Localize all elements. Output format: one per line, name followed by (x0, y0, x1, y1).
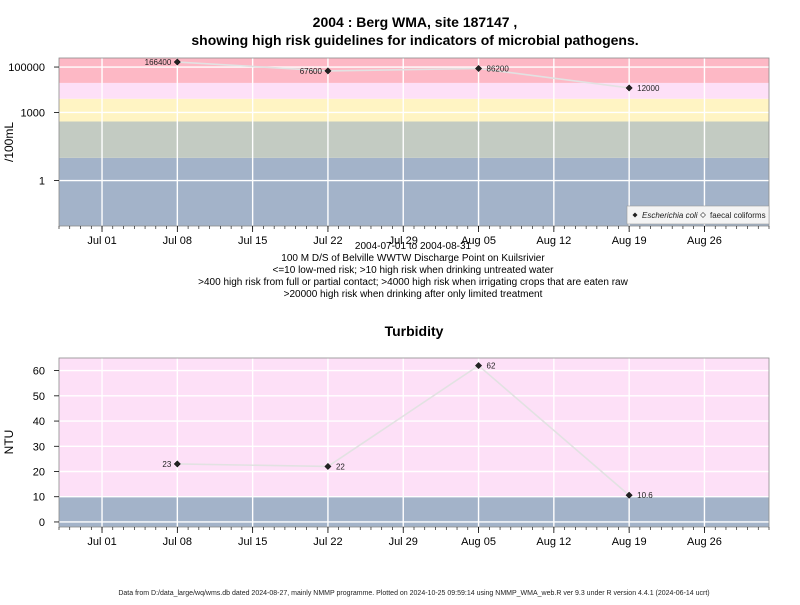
chart2-data-label: 10.6 (637, 491, 653, 500)
chart2-xtick-label: Jul 15 (238, 536, 267, 548)
chart1-series-line (177, 61, 630, 89)
chart2-ytick-label: 60 (33, 366, 45, 378)
chart2-data-point (625, 491, 633, 499)
chart1-legend-fc-marker (700, 212, 706, 218)
chart1-xtick-label: Jul 01 (87, 235, 116, 247)
chart2-ytick-label: 40 (33, 416, 45, 428)
chart2-data-label: 22 (336, 462, 345, 471)
chart1-xtick-label: Jul 29 (389, 235, 418, 247)
chart1-subtitle: showing high risk guidelines for indicat… (191, 32, 638, 48)
chart2-xtick-label: Jul 22 (313, 536, 342, 548)
chart2-data-label: 23 (162, 460, 171, 469)
chart1-data-point (625, 84, 633, 92)
chart1-caption-3: <=10 low-med risk; >10 high risk when dr… (273, 265, 555, 276)
chart1-title: 2004 : Berg WMA, site 187147 , (313, 14, 518, 30)
chart1-caption-5: >20000 high risk when drinking after onl… (284, 289, 543, 300)
chart2-xtick-label: Jul 29 (389, 536, 418, 548)
chart2-series-line (177, 364, 630, 496)
chart1-xtick-label: Aug 05 (461, 235, 496, 247)
chart2-data-point (173, 460, 181, 468)
chart2-ytick-label: 10 (33, 492, 45, 504)
chart2-xtick-label: Jul 01 (87, 536, 116, 548)
chart1-ytick-label: 100000 (8, 62, 45, 74)
chart2-xtick-label: Aug 05 (461, 536, 496, 548)
chart1-caption-1: 2004-07-01 to 2004-08-31 (355, 241, 472, 252)
chart1-legend-ecoli-marker (632, 212, 638, 218)
chart1-risk-band (59, 121, 769, 158)
chart2-title: Turbidity (385, 323, 444, 339)
chart2-xtick-label: Jul 08 (163, 536, 192, 548)
chart1-data-label: 67600 (300, 67, 323, 76)
chart1-xtick-label: Jul 15 (238, 235, 267, 247)
chart1-xtick-label: Aug 19 (612, 235, 647, 247)
chart1-risk-band (59, 82, 769, 99)
chart1-legend-fc-label: faecal coliforms (710, 211, 766, 220)
chart1-legend-ecoli-label: Escherichia coli (642, 211, 698, 220)
chart2-ytick-label: 30 (33, 441, 45, 453)
footer-note: Data from D:/data_large/wq/wms.db dated … (118, 590, 709, 597)
chart1-xtick-label: Aug 12 (536, 235, 571, 247)
chart2-data-label: 62 (487, 362, 496, 371)
chart1-data-label: 166400 (145, 58, 172, 67)
chart1-xtick-label: Jul 22 (313, 235, 342, 247)
chart2-ytick-label: 0 (39, 517, 45, 529)
chart1-xtick-label: Aug 26 (687, 235, 722, 247)
chart2-ytick-label: 50 (33, 391, 45, 403)
chart1-xtick-label: Jul 08 (163, 235, 192, 247)
chart2-ylabel: NTU (2, 430, 16, 455)
chart1-caption-2: 100 M D/S of Belville WWTW Discharge Poi… (281, 253, 545, 264)
chart1-ylabel: /100mL (2, 122, 16, 162)
chart2-data-point (324, 462, 332, 471)
chart2-xtick-label: Aug 26 (687, 536, 722, 548)
chart2-xtick-label: Aug 19 (612, 536, 647, 548)
chart1-data-point (474, 64, 483, 73)
chart2-data-point (474, 362, 483, 370)
chart1-legend-box (626, 205, 770, 225)
chart2-xtick-label: Aug 12 (536, 536, 571, 548)
chart1-ytick-label: 1 (39, 176, 45, 188)
chart1-data-label: 12000 (637, 84, 660, 93)
chart1-caption-4: >400 high risk from full or partial cont… (198, 277, 628, 288)
chart2-risk-band (59, 358, 769, 497)
chart1-data-label: 86200 (487, 65, 510, 74)
chart1-ytick-label: 1000 (21, 107, 45, 119)
chart2-ytick-label: 20 (33, 467, 45, 479)
chart1-data-point (324, 67, 332, 75)
chart1-risk-band (59, 98, 769, 122)
chart1-data-point (173, 58, 181, 66)
